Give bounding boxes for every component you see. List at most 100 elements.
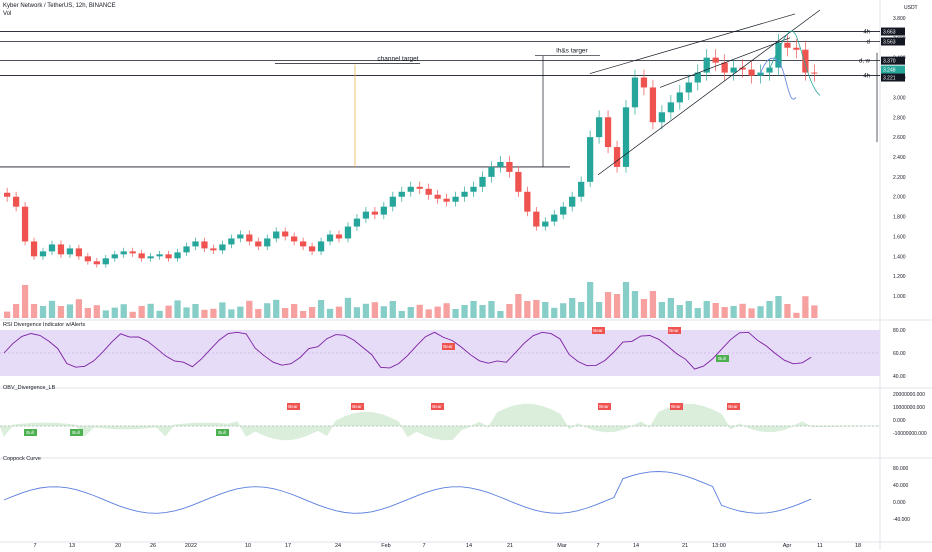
candle-body [4, 192, 11, 197]
candle-body [210, 248, 217, 251]
candle-body [416, 186, 423, 189]
volume-bar [147, 303, 154, 318]
x-tick-label: 13 [69, 543, 75, 549]
candle-body [488, 166, 495, 177]
volume-bar [757, 306, 764, 318]
volume-bar [407, 307, 414, 318]
volume-bar [479, 305, 486, 318]
candle-body [775, 42, 782, 68]
volume-bar [766, 301, 773, 318]
price-label-bg [881, 27, 905, 36]
obv-div-tag-bg [216, 429, 229, 436]
volume-bar [398, 311, 405, 318]
obv-div-tag: Bear [432, 404, 442, 409]
symbol-title[interactable]: Kyber Network / TetherUS, 12h, BINANCE [3, 3, 116, 9]
candle-body [291, 236, 298, 242]
x-tick-label: 7 [33, 543, 36, 549]
candle-body [102, 258, 109, 265]
volume-bar [30, 304, 38, 318]
candle-body [174, 252, 181, 259]
volume-bar [75, 299, 83, 318]
candle-body [219, 244, 226, 251]
candle-body [228, 238, 235, 245]
volume-bar [138, 306, 145, 318]
volume-bar [793, 312, 800, 318]
volume-bar [425, 309, 432, 318]
obv-title: OBV_Divergence_LB [3, 385, 56, 391]
candle-body [470, 186, 477, 192]
level-tag: 4h [863, 73, 870, 79]
volume-bar [335, 306, 343, 318]
obv-div-tag-bg [70, 429, 83, 436]
volume-bar [93, 305, 100, 318]
candle-body [308, 246, 316, 252]
coppock-line [3, 471, 812, 514]
volume-bar [183, 307, 190, 318]
obv-div-tag: Bull [72, 430, 80, 435]
volume-bar [649, 291, 657, 318]
volume-bar [120, 304, 127, 318]
candle-body [255, 241, 262, 247]
volume-bar [640, 299, 648, 318]
coppock-tick: -40.000 [893, 517, 910, 523]
rsi-div-tag-bg [716, 355, 729, 362]
volume-bar [344, 297, 352, 318]
price-label: 3.221 [883, 76, 896, 82]
lhs-target-label: lh&s targer [556, 48, 588, 55]
rsi-div-tag: Bull [718, 356, 726, 361]
volume-bar [712, 303, 719, 318]
candle-body [75, 248, 83, 257]
volume-bar [604, 292, 612, 318]
candle-body [766, 67, 773, 73]
volume-bar [622, 282, 630, 318]
volume-bar [434, 306, 441, 318]
candle-body [569, 196, 576, 207]
volume-bar [264, 303, 271, 318]
obv-div-tag-bg [351, 403, 364, 410]
candle-body [57, 244, 65, 255]
volume-bar [533, 300, 540, 318]
x-tick-label: 26 [150, 543, 156, 549]
candle-body [712, 57, 719, 63]
volume-bar [613, 294, 621, 318]
price-label-bg [881, 37, 905, 46]
x-tick-label: Feb [381, 543, 390, 549]
candle-body [246, 234, 253, 242]
candle-body [111, 254, 118, 259]
candle-body [299, 241, 307, 247]
candle-body [640, 77, 648, 88]
volume-bar [703, 301, 710, 318]
volume-bar [488, 301, 495, 318]
obv-div-tag-bg [24, 429, 37, 436]
volume-bar [4, 311, 11, 318]
volume-bar [389, 301, 396, 318]
obv-div-tag-bg [727, 403, 740, 410]
candle-body [183, 246, 190, 253]
price-label: 3.248 [883, 68, 896, 74]
volume-bar [362, 303, 370, 318]
candle-body [407, 186, 414, 192]
volume-bar [246, 300, 253, 318]
candle-body [515, 171, 522, 192]
volume-bar [219, 302, 226, 318]
candle-body [39, 251, 47, 257]
volume-bar [739, 303, 746, 318]
x-tick-label: 14 [466, 543, 472, 549]
y-tick-label: 1.800 [893, 215, 906, 221]
candle-body [425, 188, 432, 195]
candle-body [443, 198, 450, 202]
candle-body [524, 191, 531, 212]
candle-body [694, 72, 701, 83]
volume-bar [676, 305, 683, 318]
volume-bar [380, 306, 387, 318]
candle-body [156, 254, 163, 257]
volume-bar [21, 285, 29, 318]
candle-body [398, 191, 405, 197]
candle-body [748, 69, 755, 76]
candle-body [730, 67, 737, 73]
candle-body [138, 253, 145, 259]
x-tick-label: 24 [335, 543, 341, 549]
rsi-tick: 80.00 [893, 328, 906, 334]
candle-body [676, 92, 683, 103]
